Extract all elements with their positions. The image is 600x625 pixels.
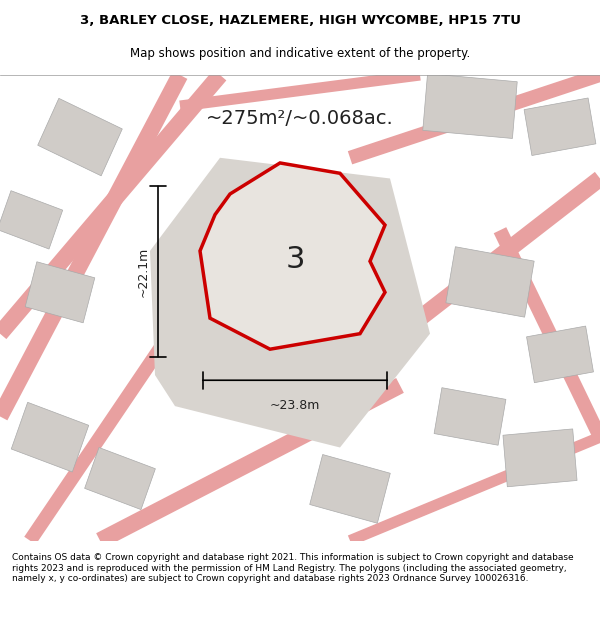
Text: ~23.8m: ~23.8m: [270, 399, 320, 412]
Polygon shape: [25, 262, 95, 323]
Text: 3: 3: [285, 244, 305, 274]
Polygon shape: [85, 448, 155, 509]
Polygon shape: [527, 326, 593, 382]
Polygon shape: [434, 388, 506, 445]
Polygon shape: [503, 429, 577, 487]
Polygon shape: [11, 402, 89, 472]
Polygon shape: [446, 247, 534, 317]
Polygon shape: [310, 454, 390, 523]
Polygon shape: [524, 98, 596, 156]
Polygon shape: [423, 74, 517, 139]
Text: ~275m²/~0.068ac.: ~275m²/~0.068ac.: [206, 109, 394, 128]
Text: 3, BARLEY CLOSE, HAZLEMERE, HIGH WYCOMBE, HP15 7TU: 3, BARLEY CLOSE, HAZLEMERE, HIGH WYCOMBE…: [79, 14, 521, 28]
Text: ~22.1m: ~22.1m: [137, 246, 150, 297]
Text: Map shows position and indicative extent of the property.: Map shows position and indicative extent…: [130, 48, 470, 61]
Text: Contains OS data © Crown copyright and database right 2021. This information is : Contains OS data © Crown copyright and d…: [12, 553, 574, 583]
Polygon shape: [150, 158, 430, 448]
Polygon shape: [0, 191, 62, 249]
Polygon shape: [38, 98, 122, 176]
Polygon shape: [200, 163, 385, 349]
